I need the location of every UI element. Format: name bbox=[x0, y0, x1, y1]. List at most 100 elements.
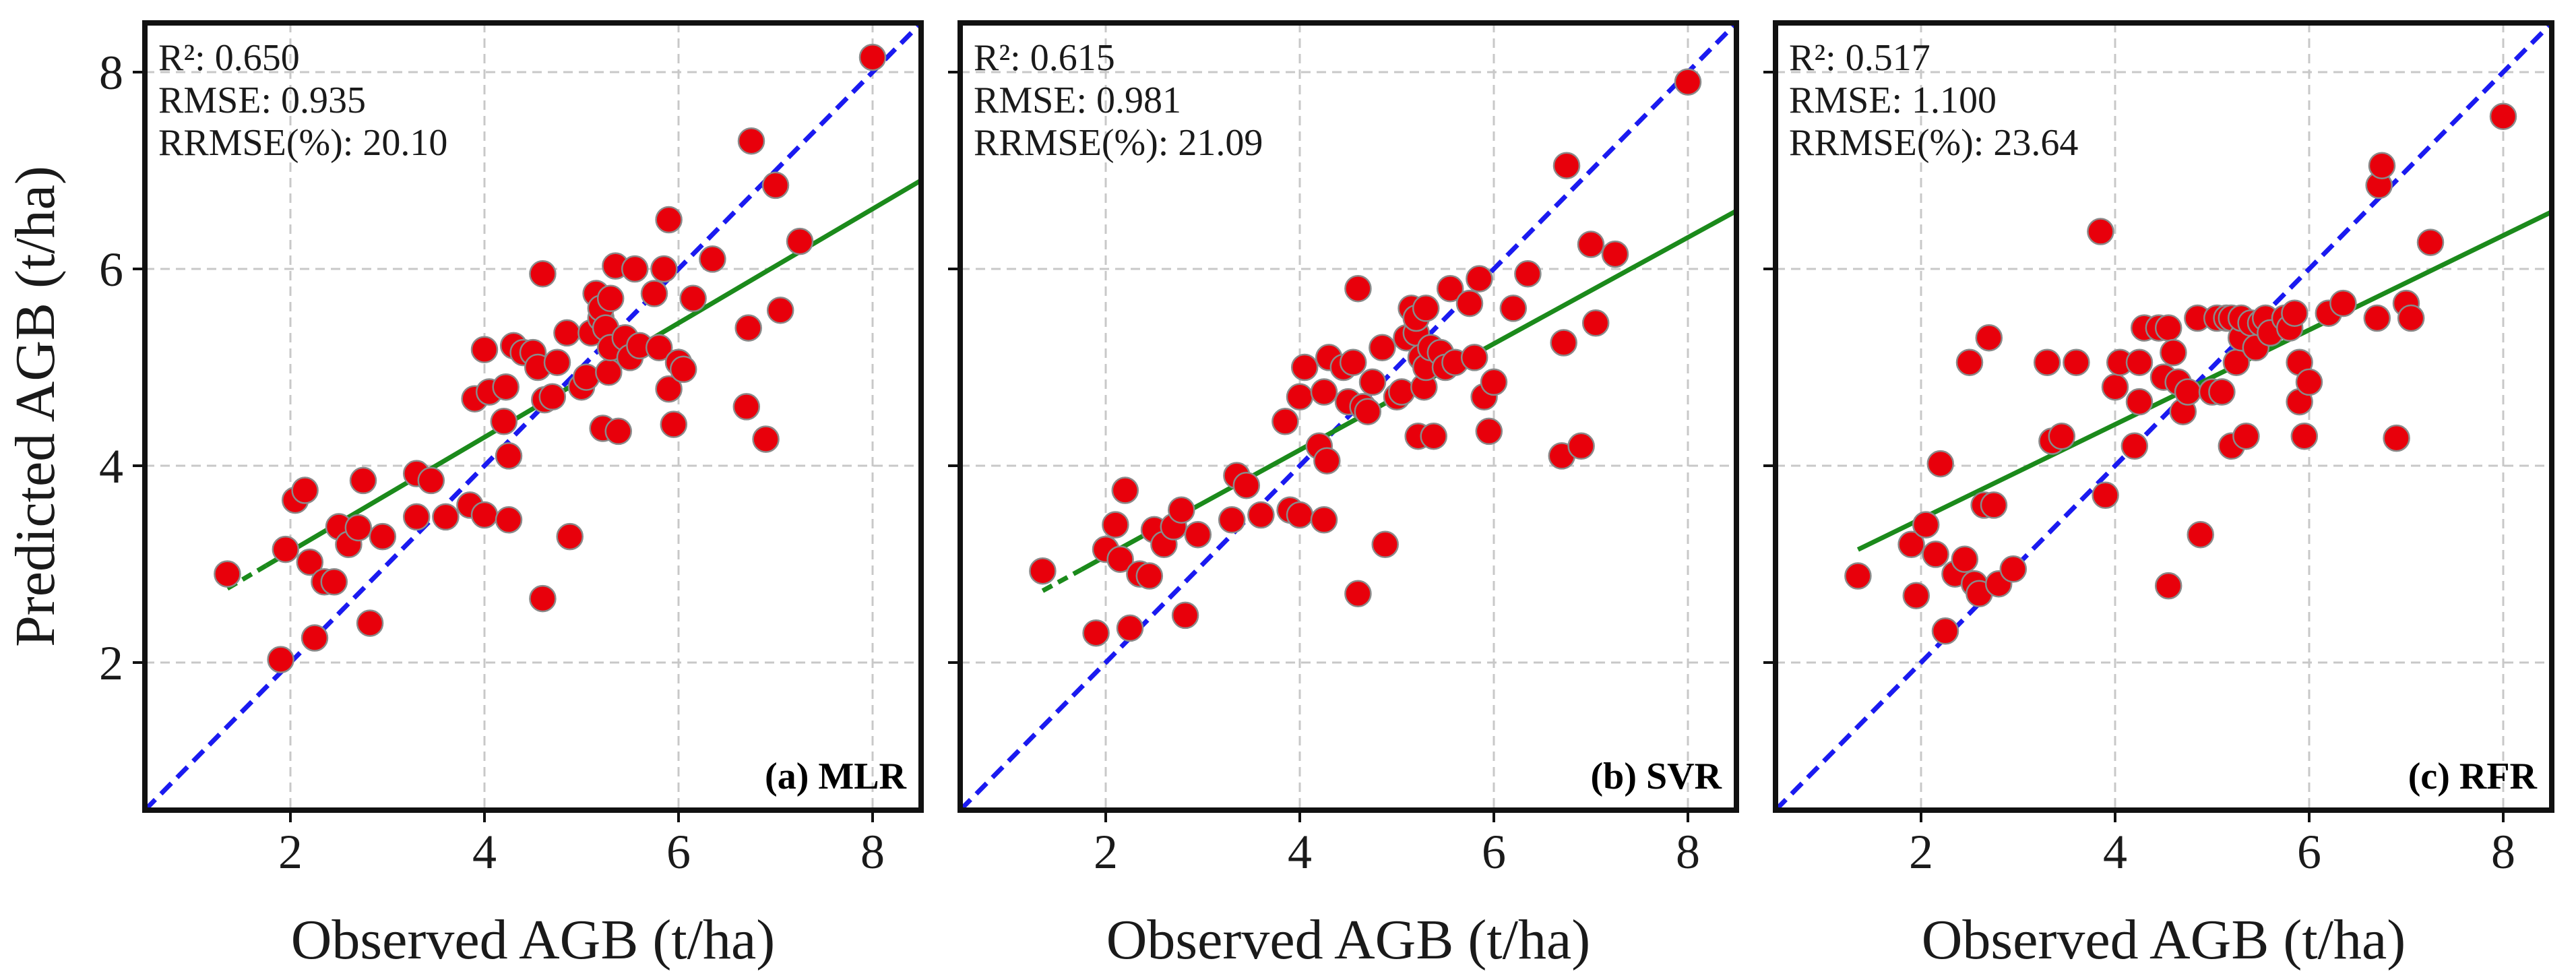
data-point bbox=[2087, 218, 2114, 245]
data-point bbox=[1116, 614, 1144, 642]
panel-label: (c) RFR bbox=[2408, 756, 2538, 797]
data-point bbox=[595, 359, 623, 386]
data-point bbox=[2092, 481, 2119, 510]
data-point bbox=[1310, 378, 1338, 406]
data-point bbox=[1922, 541, 1949, 568]
x-tick-label: 4 bbox=[472, 825, 497, 879]
data-point bbox=[267, 646, 294, 673]
data-point bbox=[402, 503, 431, 531]
data-point bbox=[752, 425, 780, 453]
data-point bbox=[2383, 424, 2410, 452]
data-point bbox=[660, 410, 688, 438]
data-point bbox=[214, 560, 241, 588]
data-point bbox=[2174, 378, 2202, 406]
x-tick-label: 4 bbox=[2103, 825, 2127, 879]
data-point bbox=[2363, 304, 2391, 332]
x-tick-label: 4 bbox=[1288, 825, 1312, 879]
data-point bbox=[1480, 368, 1508, 396]
data-point bbox=[1980, 491, 2008, 519]
y-tick-label: 4 bbox=[99, 439, 123, 493]
data-point bbox=[2125, 388, 2154, 416]
metric-text: R²: 0.517 bbox=[1789, 37, 1930, 79]
data-point bbox=[1286, 501, 1314, 529]
data-point bbox=[1601, 240, 1629, 268]
data-point bbox=[732, 393, 761, 421]
data-point bbox=[669, 355, 697, 384]
data-point bbox=[1844, 562, 1872, 590]
data-point bbox=[2368, 152, 2396, 179]
data-point bbox=[2187, 520, 2214, 549]
data-point bbox=[858, 43, 887, 71]
data-point bbox=[655, 206, 683, 234]
x-tick-label: 8 bbox=[1676, 825, 1700, 879]
x-tick-label: 2 bbox=[278, 825, 303, 879]
data-point bbox=[1460, 344, 1488, 371]
data-point bbox=[604, 417, 632, 446]
data-point bbox=[1339, 348, 1367, 376]
data-point bbox=[1290, 353, 1319, 381]
data-point bbox=[344, 514, 373, 542]
data-point bbox=[1371, 530, 1399, 559]
data-point bbox=[1271, 408, 1299, 435]
data-point bbox=[766, 297, 794, 324]
data-point bbox=[538, 383, 567, 411]
data-point bbox=[2033, 348, 2061, 376]
plot-area bbox=[1776, 23, 2552, 810]
data-point bbox=[1135, 562, 1164, 590]
data-point bbox=[2290, 422, 2319, 450]
data-point bbox=[1218, 506, 1246, 534]
x-tick-label: 2 bbox=[1909, 825, 1933, 879]
data-point bbox=[296, 548, 324, 576]
data-point bbox=[529, 584, 557, 613]
data-point bbox=[1926, 450, 1955, 478]
data-point bbox=[2154, 314, 2182, 342]
data-point bbox=[556, 522, 584, 551]
data-point bbox=[1106, 545, 1134, 573]
data-point bbox=[417, 466, 445, 495]
x-axis-title: Observed AGB (t/ha) bbox=[1922, 909, 2406, 971]
data-point bbox=[2281, 299, 2308, 327]
data-point bbox=[492, 373, 520, 401]
metric-text: RRMSE(%): 23.64 bbox=[1789, 122, 2078, 164]
data-point bbox=[650, 255, 678, 283]
data-point bbox=[1310, 506, 1338, 534]
data-point bbox=[699, 245, 726, 273]
data-point bbox=[1577, 231, 1605, 258]
data-point bbox=[470, 336, 499, 363]
data-point bbox=[640, 280, 668, 307]
x-tick-label: 8 bbox=[2491, 825, 2515, 879]
one-to-one-line bbox=[145, 23, 921, 810]
data-point bbox=[2489, 102, 2517, 130]
data-point bbox=[291, 477, 319, 504]
data-point bbox=[1168, 496, 1195, 524]
metric-text: RMSE: 0.935 bbox=[158, 80, 366, 121]
data-point bbox=[1550, 329, 1577, 357]
data-point bbox=[2295, 368, 2323, 396]
data-point bbox=[1354, 398, 1382, 425]
data-point bbox=[2101, 373, 2129, 401]
data-point bbox=[1897, 530, 1925, 559]
data-point bbox=[679, 284, 707, 313]
x-axis-title: Observed AGB (t/ha) bbox=[291, 909, 776, 971]
data-point bbox=[1466, 265, 1493, 293]
plot-area bbox=[145, 23, 921, 810]
data-point bbox=[2048, 422, 2076, 450]
data-point bbox=[1029, 557, 1057, 585]
data-point bbox=[369, 522, 397, 551]
data-point bbox=[1184, 520, 1212, 549]
data-point bbox=[1111, 477, 1139, 504]
data-point bbox=[1951, 545, 1979, 573]
data-point bbox=[1102, 511, 1129, 539]
fit-line-extension bbox=[1041, 567, 1083, 593]
data-point bbox=[272, 535, 300, 563]
data-point bbox=[1999, 555, 2028, 583]
data-point bbox=[655, 375, 683, 403]
data-point bbox=[432, 503, 460, 531]
x-tick-label: 6 bbox=[1482, 825, 1506, 879]
metric-text: R²: 0.650 bbox=[158, 37, 300, 79]
x-tick-label: 2 bbox=[1094, 825, 1118, 879]
data-point bbox=[1082, 619, 1110, 647]
data-point bbox=[1475, 417, 1503, 446]
